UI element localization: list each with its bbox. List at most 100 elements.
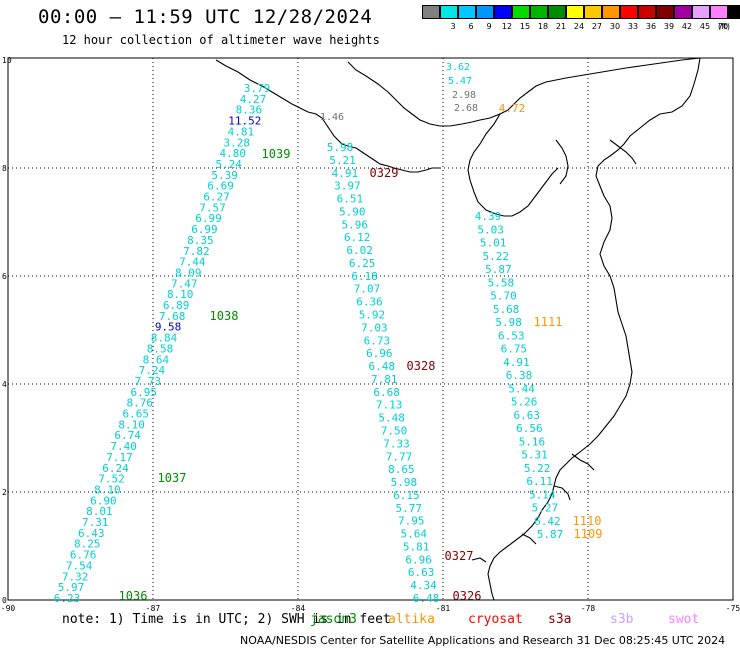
scale-swatch <box>692 5 710 19</box>
x-tick-label: -90 <box>1 604 16 613</box>
y-tick-label: 10 <box>2 56 12 65</box>
wave-height-label: 7.44 <box>179 256 206 269</box>
wave-height-label: 8.10 <box>118 418 145 431</box>
wave-height-label: 6.38 <box>506 369 533 382</box>
satellite-name: altika <box>388 612 435 627</box>
scale-unit: (ft) <box>718 22 731 31</box>
satellite-name: cryosat <box>468 612 523 627</box>
wave-height-label: 6.02 <box>346 244 373 257</box>
wave-height-label: 7.13 <box>376 399 403 412</box>
axis-labels: -90 -87 -84 -81 -78 -75 0 2 4 6 8 10 <box>1 56 740 613</box>
y-tick-label: 6 <box>2 272 7 281</box>
wave-height-label: 6.25 <box>349 257 376 270</box>
satellite-tracks: 3.794.278.3611.524.813.284.805.245.396.6… <box>54 62 603 605</box>
map-title: 00:00 – 11:59 UTC 12/28/2024 <box>38 6 373 28</box>
wave-height-label: 5.44 <box>508 382 535 395</box>
wave-height-label: 2.98 <box>452 90 476 101</box>
wave-height-label: 3.62 <box>446 62 470 73</box>
wave-height-label: 5.97 <box>58 581 85 594</box>
wave-height-label: 6.51 <box>337 193 364 206</box>
wave-height-label: 5.01 <box>480 237 507 250</box>
scale-swatch <box>728 5 740 19</box>
wave-height-label: 5.22 <box>524 462 551 475</box>
scale-swatch <box>476 5 494 19</box>
wave-height-label: 6.43 <box>78 527 105 540</box>
wave-height-label: 6.63 <box>514 409 541 422</box>
x-tick-label: -78 <box>581 604 596 613</box>
satellite-name: s3b <box>610 612 634 627</box>
wave-height-label: 5.77 <box>396 502 423 515</box>
pass-time-label: 0329 <box>370 166 399 180</box>
scale-swatch <box>422 5 440 19</box>
wave-height-label: 5.24 <box>215 158 242 171</box>
y-tick-label: 4 <box>2 380 7 389</box>
wave-height-label: 4.91 <box>503 356 530 369</box>
wave-height-label: 4.27 <box>240 93 267 106</box>
coastline <box>215 57 701 601</box>
wave-height-label: 9.58 <box>155 321 182 334</box>
wave-height-label: 8.84 <box>151 332 178 345</box>
wave-height-label: 3.79 <box>244 82 271 95</box>
wave-height-label: 7.77 <box>386 450 413 463</box>
wave-height-label: 4.34 <box>410 579 437 592</box>
wave-height-label: 5.14 <box>529 488 556 501</box>
wave-height-label: 5.98 <box>327 141 354 154</box>
wave-height-label: 5.98 <box>495 316 522 329</box>
wave-height-label: 8.25 <box>74 538 101 551</box>
wave-height-label: 6.36 <box>356 296 383 309</box>
x-tick-label: -75 <box>726 604 740 613</box>
scale-swatch <box>602 5 620 19</box>
satellite-name: s3a <box>548 612 572 627</box>
scale-label: 9 <box>486 22 492 31</box>
wave-height-label: 6.65 <box>122 408 149 421</box>
wave-height-label: 5.70 <box>490 290 517 303</box>
wave-height-label: 8.35 <box>187 234 214 247</box>
wave-height-label: 5.26 <box>511 396 538 409</box>
wave-height-label: 5.22 <box>483 250 510 263</box>
wave-height-label: 6.95 <box>131 386 158 399</box>
wave-height-label: 7.54 <box>66 559 93 572</box>
wave-height-label: 2.68 <box>454 103 478 114</box>
wave-height-label: 7.33 <box>383 437 410 450</box>
footer-credit: NOAA/NESDIS Center for Satellite Applica… <box>240 634 726 647</box>
pass-time-label: 1037 <box>158 471 187 485</box>
wave-height-label: 5.64 <box>400 528 427 541</box>
x-tick-label: -84 <box>291 604 306 613</box>
wave-height-label: 5.92 <box>359 309 386 322</box>
scale-label: 3 <box>450 22 456 31</box>
scale-swatch <box>710 5 728 19</box>
wave-height-label: 6.63 <box>408 566 435 579</box>
wave-height-label: 5.31 <box>521 449 548 462</box>
wave-height-label: 5.90 <box>339 205 366 218</box>
scale-label: 18 <box>537 22 549 31</box>
pass-time-label: 1039 <box>262 147 291 161</box>
wave-height-label: 6.76 <box>70 549 97 562</box>
units-note: note: 1) Time is in UTC; 2) SWH is in fe… <box>62 612 391 627</box>
pass-time-label: 0327 <box>445 549 474 563</box>
wave-height-label: 5.03 <box>477 223 504 236</box>
satellite-name: swot <box>668 612 700 627</box>
wave-height-label: 8.10 <box>94 483 121 496</box>
wave-height-label: 6.68 <box>373 386 400 399</box>
wave-height-label: 7.68 <box>159 310 186 323</box>
wave-height-label: 6.74 <box>114 429 141 442</box>
y-tick-label: 2 <box>2 488 7 497</box>
pass-time-label: 1038 <box>210 309 239 323</box>
wave-height-label: 5.21 <box>329 154 356 167</box>
wave-height-label: 7.40 <box>110 440 137 453</box>
wave-height-label: 7.81 <box>371 373 398 386</box>
wave-height-label: 8.36 <box>236 104 263 117</box>
wave-height-label: 4.72 <box>499 102 526 115</box>
scale-label: 70 <box>717 22 729 31</box>
wave-height-label: 6.48 <box>413 592 440 605</box>
pass-time-label: 1109 <box>574 527 603 541</box>
pass-time-label: 0328 <box>407 359 436 373</box>
scale-swatch <box>620 5 638 19</box>
scale-label: 27 <box>591 22 603 31</box>
scale-label: 21 <box>555 22 567 31</box>
wave-height-label: 6.96 <box>366 347 393 360</box>
wave-height-label: 5.68 <box>493 303 520 316</box>
wave-height-label: 5.96 <box>341 218 368 231</box>
scale-label: 12 <box>501 22 513 31</box>
wave-height-label: 3.97 <box>334 180 361 193</box>
